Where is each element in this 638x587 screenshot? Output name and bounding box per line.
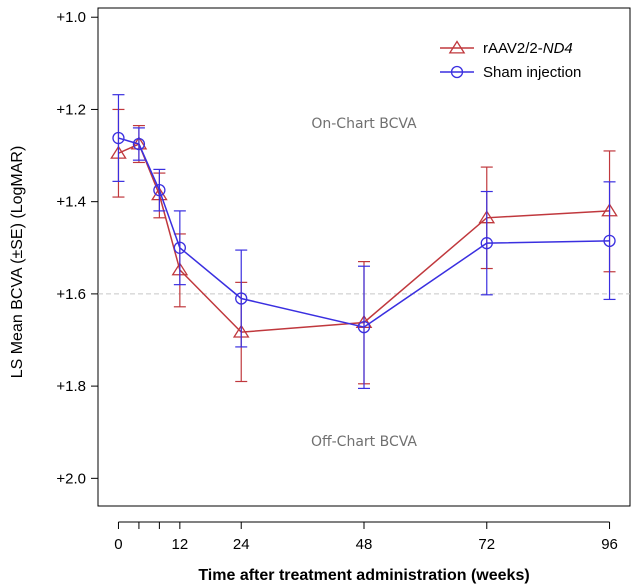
legend-marker — [450, 65, 464, 79]
legend-label: rAAV2/2-ND4 — [483, 40, 573, 57]
y-axis: +1.0 +1.2 +1.4 +1.6 +1.8 +2.0 — [56, 9, 98, 487]
x-tick-label: 0 — [114, 536, 122, 553]
x-tick-label: 12 — [172, 536, 189, 553]
x-tick-label: 24 — [233, 536, 250, 553]
data-point-circle — [132, 137, 146, 151]
series-line — [118, 137, 610, 328]
data-point-circle — [357, 320, 371, 334]
legend: rAAV2/2-ND4 Sham injection — [440, 40, 581, 81]
series-sham — [112, 94, 616, 390]
series-layer — [110, 94, 618, 390]
y-tick-label: +1.6 — [56, 286, 86, 303]
data-point-circle — [603, 234, 616, 248]
x-tick-label: 48 — [356, 536, 373, 553]
plot-frame — [97, 7, 631, 507]
legend-label-plain: rAAV2/2- — [483, 40, 543, 57]
plot-area — [97, 7, 631, 507]
y-axis-title: LS Mean BCVA (±SE) (LogMAR) — [9, 146, 26, 379]
data-point-circle — [112, 131, 125, 145]
y-tick-label: +1.4 — [56, 194, 86, 211]
data-point-circle — [173, 241, 186, 254]
data-point-circle — [235, 292, 248, 305]
y-tick-label: +1.2 — [56, 101, 86, 118]
chart-annotation: Off-Chart BCVA — [311, 434, 417, 450]
x-axis: 0 12 24 48 72 96 — [114, 521, 618, 553]
legend-label-italic: ND4 — [543, 40, 573, 57]
y-tick-label: +1.0 — [56, 9, 86, 26]
data-point-circle — [480, 237, 493, 250]
y-tick-label: +2.0 — [56, 470, 86, 487]
y-tick-label: +1.8 — [56, 378, 86, 395]
x-tick-label: 72 — [478, 536, 495, 553]
legend-marker — [448, 40, 466, 54]
data-point-circle — [153, 183, 166, 197]
x-tick-label: 96 — [601, 536, 618, 553]
x-axis-title: Time after treatment administration (wee… — [198, 567, 529, 584]
annotation-layer: On-Chart BCVA Off-Chart BCVA — [311, 116, 417, 450]
chart-annotation: On-Chart BCVA — [311, 116, 417, 132]
legend-label: Sham injection — [483, 64, 581, 81]
